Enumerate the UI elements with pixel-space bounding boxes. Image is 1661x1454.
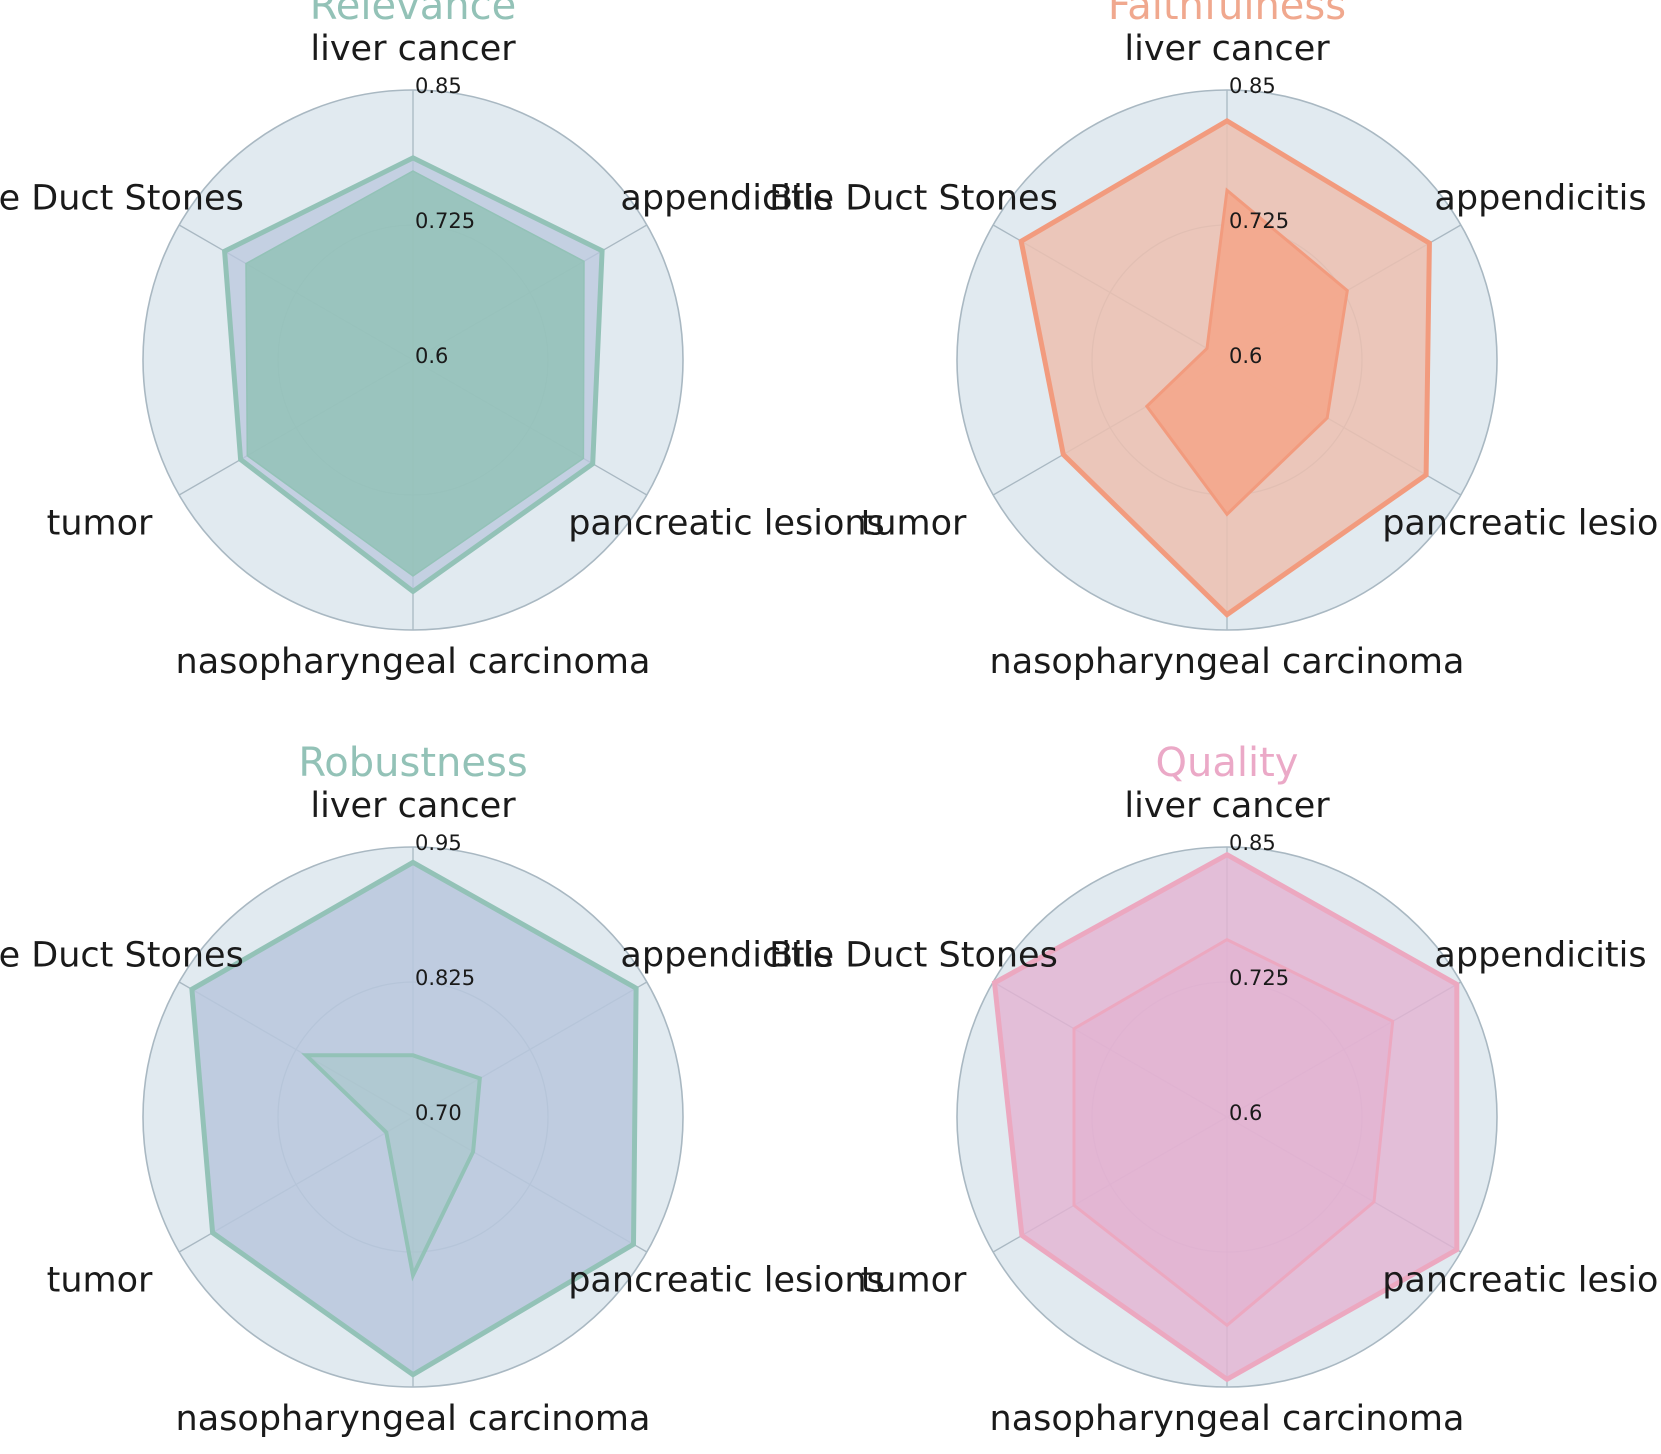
axis-label-appendicitis: appendicitis bbox=[620, 936, 832, 976]
tick-label: 0.6 bbox=[415, 344, 448, 368]
axis-label-bile-duct-stones: Bile Duct Stones bbox=[769, 936, 1058, 976]
tick-label: 0.85 bbox=[1229, 74, 1276, 98]
tick-label: 0.70 bbox=[415, 1101, 462, 1125]
axis-label-nasopharyngeal-carcinoma: nasopharyngeal carcinoma bbox=[990, 1399, 1465, 1439]
axis-label-tumor: tumor bbox=[47, 504, 153, 544]
tick-label: 0.725 bbox=[1229, 209, 1289, 233]
tick-label: 0.85 bbox=[1229, 831, 1276, 855]
axis-label-pancreatic-lesions: pancreatic lesions bbox=[568, 504, 885, 544]
radar-panel-robustness: 0.95 0.825 0.70 liver cancer appendicitis pan… bbox=[0, 740, 885, 1439]
axis-label-tumor: tumor bbox=[47, 1261, 153, 1301]
axis-label-bile-duct-stones: Bile Duct Stones bbox=[0, 936, 244, 976]
tick-label: 0.825 bbox=[415, 966, 475, 990]
chart-title: Faithfulness bbox=[1108, 0, 1346, 29]
chart-title: Robustness bbox=[298, 740, 527, 786]
axis-label-appendicitis: appendicitis bbox=[620, 179, 832, 219]
chart-title: Relevance bbox=[310, 0, 516, 29]
axis-label-bile-duct-stones: Bile Duct Stones bbox=[769, 179, 1058, 219]
axis-label-appendicitis: appendicitis bbox=[1434, 179, 1646, 219]
tick-label: 0.85 bbox=[415, 74, 462, 98]
axis-label-nasopharyngeal-carcinoma: nasopharyngeal carcinoma bbox=[176, 642, 651, 682]
axis-label-liver-cancer: liver cancer bbox=[1124, 29, 1330, 69]
radar-panel-faithfulness: 0.85 0.725 0.6 liver cancer appendicitis panc… bbox=[769, 0, 1661, 682]
tick-label: 0.6 bbox=[1229, 1101, 1262, 1125]
axis-label-nasopharyngeal-carcinoma: nasopharyngeal carcinoma bbox=[176, 1399, 651, 1439]
axis-label-bile-duct-stones: Bile Duct Stones bbox=[0, 179, 244, 219]
axis-label-pancreatic-lesions: pancreatic lesions bbox=[1382, 1261, 1661, 1301]
chart-title: Quality bbox=[1156, 740, 1299, 786]
tick-label: 0.95 bbox=[415, 831, 462, 855]
axis-label-nasopharyngeal-carcinoma: nasopharyngeal carcinoma bbox=[990, 642, 1465, 682]
axis-label-liver-cancer: liver cancer bbox=[310, 29, 516, 69]
axis-label-liver-cancer: liver cancer bbox=[310, 786, 516, 826]
radar-panel-relevance: 0.85 0.725 0.6 liver cancer appendicitis panc… bbox=[0, 0, 885, 682]
axis-label-tumor: tumor bbox=[861, 1261, 967, 1301]
axis-label-tumor: tumor bbox=[861, 504, 967, 544]
radar-panel-quality: 0.85 0.725 0.6 liver cancer appendicitis panc… bbox=[769, 740, 1661, 1439]
axis-label-liver-cancer: liver cancer bbox=[1124, 786, 1330, 826]
axis-label-appendicitis: appendicitis bbox=[1434, 936, 1646, 976]
axis-label-pancreatic-lesions: pancreatic lesions bbox=[1382, 504, 1661, 544]
tick-label: 0.6 bbox=[1229, 344, 1262, 368]
tick-label: 0.725 bbox=[1229, 966, 1289, 990]
axis-label-pancreatic-lesions: pancreatic lesions bbox=[568, 1261, 885, 1301]
tick-label: 0.725 bbox=[415, 209, 475, 233]
